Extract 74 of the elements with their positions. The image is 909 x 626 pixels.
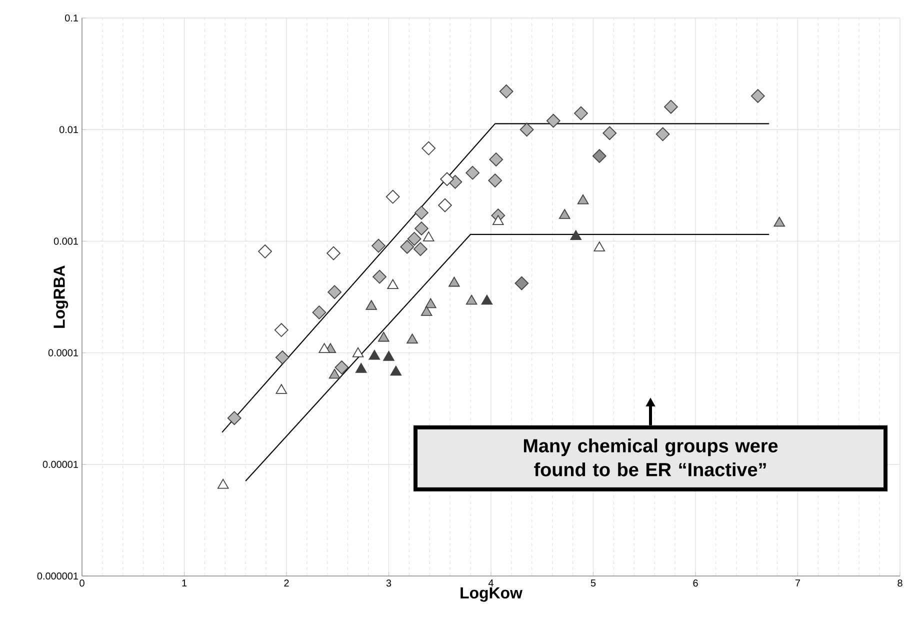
point xyxy=(406,334,418,344)
point xyxy=(425,298,436,308)
y-axis-title: LogRBA xyxy=(54,266,68,328)
point xyxy=(577,194,589,204)
point xyxy=(774,216,785,227)
point xyxy=(514,276,529,290)
point xyxy=(481,294,493,305)
x-tick-label: 3 xyxy=(386,580,392,587)
point xyxy=(466,166,480,180)
point xyxy=(356,362,367,373)
point xyxy=(387,279,398,290)
point xyxy=(258,244,272,258)
point xyxy=(594,242,606,252)
x-tick-label: 8 xyxy=(898,580,902,587)
point xyxy=(664,100,678,114)
point xyxy=(488,174,502,188)
point xyxy=(750,89,765,103)
point xyxy=(570,230,582,240)
point xyxy=(602,126,617,140)
y-tick-label: 0.00001 xyxy=(42,460,78,468)
x-tick-label: 7 xyxy=(795,580,800,586)
x-tick-label: 2 xyxy=(284,580,289,586)
point xyxy=(217,478,229,489)
y-tick-label: 0.0001 xyxy=(48,349,78,356)
point xyxy=(326,246,340,260)
point xyxy=(448,276,460,287)
point xyxy=(328,368,340,379)
point xyxy=(276,384,288,394)
point xyxy=(558,209,570,219)
x-axis-title: LogKow xyxy=(460,587,522,602)
point xyxy=(414,242,428,256)
point xyxy=(440,172,454,186)
point xyxy=(546,114,560,128)
point xyxy=(383,350,394,361)
point xyxy=(574,106,588,120)
point xyxy=(592,149,606,163)
point xyxy=(366,300,377,310)
point xyxy=(352,347,364,358)
x-tick-label: 6 xyxy=(693,580,698,587)
point xyxy=(274,323,288,337)
x-tick-label: 4 xyxy=(488,580,494,586)
point xyxy=(378,332,390,342)
point xyxy=(407,232,422,246)
point xyxy=(499,84,514,98)
y-tick-label: 0.1 xyxy=(65,14,78,22)
y-tick-label: 0.000001 xyxy=(37,572,78,580)
y-tick-label: 0.001 xyxy=(54,238,78,245)
point xyxy=(334,360,349,374)
point xyxy=(312,306,326,320)
point xyxy=(414,222,428,236)
point xyxy=(386,190,400,204)
annotation: Many chemical groups were found to be ER “Inactive” xyxy=(524,438,778,476)
point xyxy=(390,366,402,376)
point xyxy=(372,270,386,284)
x-tick-label: 1 xyxy=(182,580,187,586)
point xyxy=(414,206,428,220)
point xyxy=(368,350,380,360)
point xyxy=(656,127,670,142)
point xyxy=(492,215,504,225)
x-tick-label: 0 xyxy=(80,580,84,587)
point xyxy=(400,240,414,254)
point xyxy=(489,152,504,166)
point xyxy=(438,198,452,212)
x-tick-label: 5 xyxy=(590,580,596,586)
y-tick-label: 0.01 xyxy=(59,126,78,134)
point xyxy=(318,343,330,353)
point xyxy=(372,238,386,253)
point xyxy=(420,306,432,316)
point xyxy=(422,141,436,156)
point xyxy=(466,294,478,305)
point xyxy=(328,285,342,300)
point xyxy=(423,232,434,242)
point xyxy=(275,350,290,364)
point xyxy=(520,122,534,137)
